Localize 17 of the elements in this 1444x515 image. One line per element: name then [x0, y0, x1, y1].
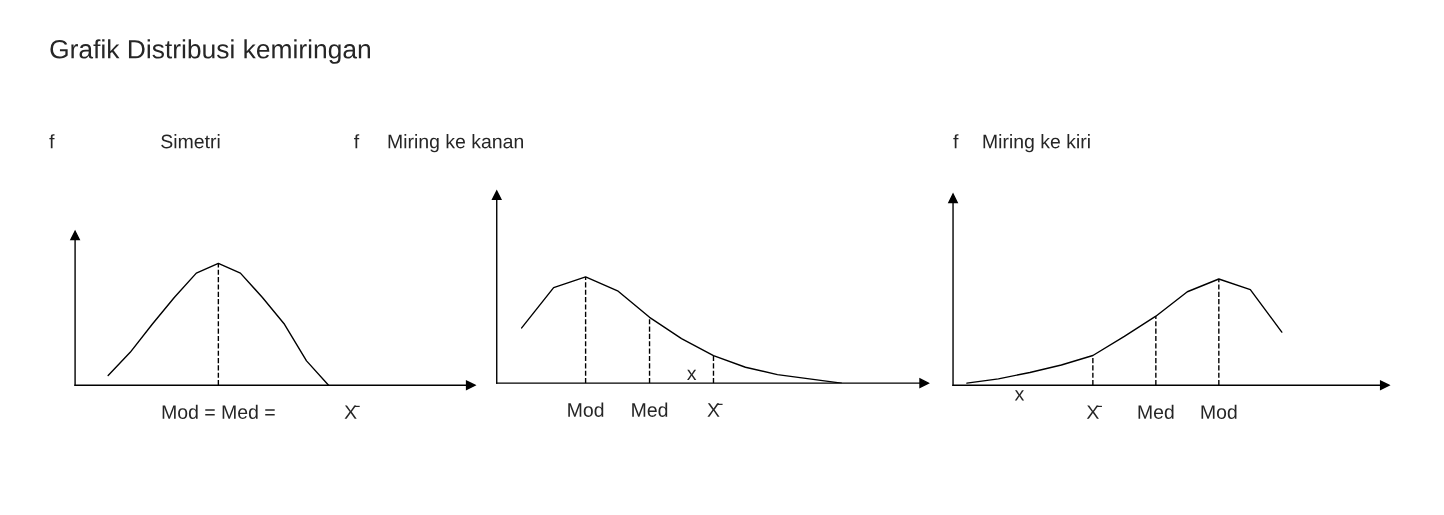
y-axis-title: f	[354, 134, 360, 149]
y-axis-title: f	[953, 134, 959, 149]
x-tick-label: X̄	[344, 405, 360, 419]
x-tick-label: Mod = Med =	[162, 404, 275, 419]
y-axis-title: f	[49, 134, 55, 149]
chart-title: Miring ke kiri	[983, 134, 1090, 153]
x-tick-label: Mod	[568, 402, 604, 417]
chart-title: Miring ke kanan	[388, 134, 523, 153]
x-tick-label: Mod	[1201, 404, 1237, 419]
x-tick-label: Med	[632, 402, 668, 417]
text: Grafik Distribusi kemiringan	[50, 39, 370, 64]
chart-title: Simetri	[161, 134, 220, 149]
x-tick-label: X̄	[707, 403, 723, 417]
text: x	[1014, 390, 1025, 401]
x-tick-label: X̄	[1086, 405, 1102, 419]
annotation: x	[687, 369, 697, 380]
x-tick-label: Med	[1138, 404, 1174, 419]
